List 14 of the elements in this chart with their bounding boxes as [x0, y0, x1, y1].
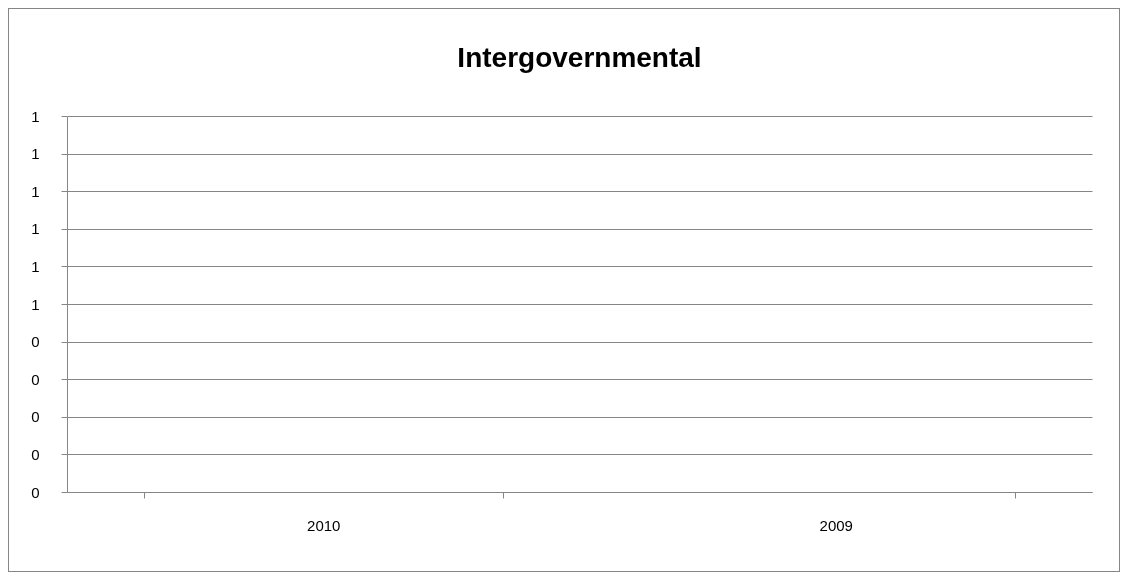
y-tick-label: 0 — [31, 408, 40, 426]
y-tick-label: 0 — [31, 333, 40, 351]
y-tick-label: 1 — [31, 182, 40, 200]
x-tick-label: 2009 — [819, 516, 853, 534]
y-tick-label: 1 — [31, 145, 40, 163]
y-tick-label: 0 — [31, 370, 40, 388]
y-tick-label: 1 — [31, 257, 40, 275]
y-tick-label: 1 — [31, 107, 40, 125]
y-tick-label: 0 — [31, 483, 40, 501]
y-tick-label: 1 — [31, 220, 40, 238]
y-tick-label: 0 — [31, 445, 40, 463]
y-tick-label: 1 — [31, 295, 40, 313]
chart-title: Intergovernmental — [457, 42, 702, 73]
x-tick-label: 2010 — [307, 516, 341, 534]
